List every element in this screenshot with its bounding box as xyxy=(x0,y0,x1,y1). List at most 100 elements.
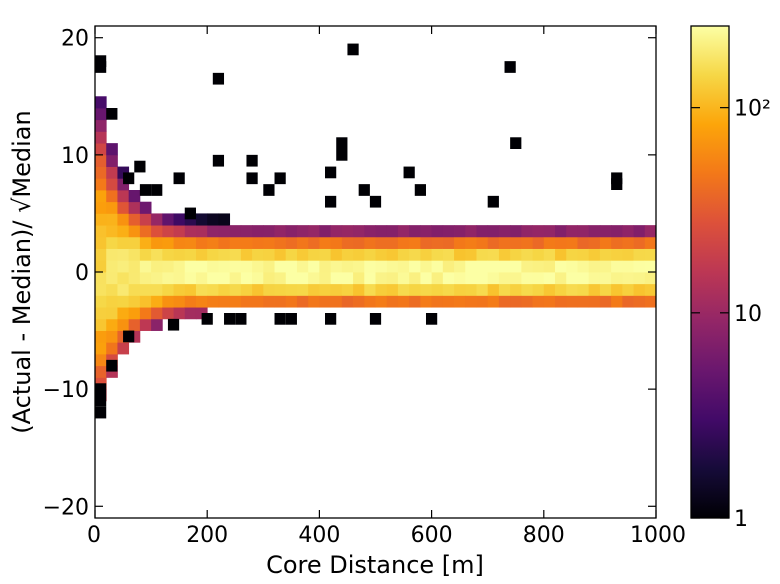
heatmap-cell xyxy=(476,225,489,238)
heatmap-cell xyxy=(420,272,432,285)
heatmap-cell xyxy=(341,295,354,308)
heatmap-cell xyxy=(599,260,612,273)
heatmap-cell xyxy=(442,295,455,308)
heatmap-cell xyxy=(341,225,354,238)
heatmap-cell xyxy=(117,260,130,273)
heatmap-cell xyxy=(240,272,253,285)
heatmap-cell xyxy=(106,330,118,343)
heatmap-cell xyxy=(454,260,466,273)
heatmap-cell xyxy=(263,272,275,285)
heatmap-cell xyxy=(128,225,141,238)
y-tick-label: 0 xyxy=(75,261,89,286)
heatmap-cell xyxy=(274,225,287,238)
colorbar-axis: 1 10 10² xyxy=(691,97,771,532)
heatmap-cell xyxy=(588,272,601,285)
heatmap-cell xyxy=(386,225,399,238)
heatmap-cell xyxy=(229,225,242,238)
heatmap-cell xyxy=(510,225,522,238)
heatmap-cell xyxy=(622,260,634,273)
heatmap-cell xyxy=(420,283,432,296)
heatmap-cell xyxy=(476,283,489,296)
heatmap-cell xyxy=(599,248,612,261)
heatmap-cell xyxy=(325,166,337,179)
heatmap-cell xyxy=(386,236,399,249)
heatmap-cell xyxy=(555,272,567,285)
heatmap-cell xyxy=(454,225,466,238)
heatmap-cell xyxy=(218,295,231,308)
heatmap-cell xyxy=(263,225,275,238)
heatmap-cell xyxy=(95,365,107,378)
heatmap-cell xyxy=(403,166,415,179)
heatmap-cell xyxy=(218,225,231,238)
heatmap-cell xyxy=(375,248,388,261)
y-tick-label: 10 xyxy=(61,144,89,169)
heatmap-cell xyxy=(611,248,623,261)
heatmap-cell xyxy=(431,295,444,308)
heatmap-cell xyxy=(611,295,623,308)
heatmap-cell xyxy=(195,295,208,308)
heatmap-cell xyxy=(95,295,107,308)
heatmap-cell xyxy=(465,295,477,308)
heatmap-cell xyxy=(364,225,376,238)
heatmap-cell xyxy=(644,283,657,296)
heatmap-cell xyxy=(95,225,107,238)
heatmap-cell xyxy=(633,295,646,308)
heatmap-cell xyxy=(425,313,438,325)
heatmap-cell xyxy=(465,248,477,261)
heatmap-cell xyxy=(465,225,477,238)
heatmap-cell xyxy=(644,236,657,249)
heatmap-cell xyxy=(611,236,623,249)
colorbar xyxy=(690,25,730,519)
heatmap-cell xyxy=(341,236,354,249)
heatmap-cell xyxy=(341,283,354,296)
heatmap-cell xyxy=(588,248,601,261)
heatmap-cell xyxy=(240,225,253,238)
heatmap-cell xyxy=(184,295,197,308)
x-tick-label: 400 xyxy=(298,523,340,548)
y-tick-label: −10 xyxy=(43,378,89,403)
heatmap-cell xyxy=(139,184,152,196)
heatmap-cell xyxy=(364,248,376,261)
heatmap-cell xyxy=(128,236,141,249)
heatmap-cell xyxy=(325,195,337,208)
heatmap-cell xyxy=(184,213,197,226)
heatmap-cell xyxy=(274,172,286,185)
heatmap-cell xyxy=(139,201,152,214)
heatmap-cell xyxy=(151,184,163,196)
heatmap-cell xyxy=(151,295,163,308)
heatmap-cell xyxy=(139,213,152,226)
heatmap-cell xyxy=(123,172,135,185)
heatmap-cell xyxy=(521,236,533,249)
heatmap-cell xyxy=(184,248,197,261)
heatmap-cell xyxy=(173,260,186,273)
heatmap-cell xyxy=(420,248,432,261)
heatmap-cell xyxy=(414,184,426,196)
heatmap-cell xyxy=(184,225,197,238)
heatmap-cell xyxy=(117,190,130,203)
x-axis: 0 200 400 600 800 1000 xyxy=(87,26,686,548)
heatmap-cell xyxy=(207,236,219,249)
heatmap-cell xyxy=(252,260,264,273)
heatmap-cell xyxy=(397,236,410,249)
heatmap-cell xyxy=(566,283,578,296)
heatmap-cell xyxy=(442,272,455,285)
heatmap-cell xyxy=(240,260,253,273)
heatmap-cell xyxy=(498,283,511,296)
heatmap-cell xyxy=(139,318,152,331)
heatmap-cell xyxy=(532,283,545,296)
heatmap-cell xyxy=(95,154,107,167)
heatmap-cell xyxy=(162,236,174,249)
heatmap-cell xyxy=(106,295,118,308)
heatmap-cell xyxy=(117,225,130,238)
heatmap-cell xyxy=(498,272,511,285)
heatmap-cell xyxy=(207,295,219,308)
heatmap-cell xyxy=(330,225,343,238)
heatmap-cell xyxy=(274,260,287,273)
heatmap-cell xyxy=(218,283,231,296)
colorbar-tick-label: 10 xyxy=(734,302,762,327)
heatmap-cell xyxy=(465,272,477,285)
heatmap-cell xyxy=(622,272,634,285)
heatmap-cell xyxy=(599,283,612,296)
heatmap-cell xyxy=(566,225,578,238)
heatmap-cell xyxy=(442,225,455,238)
